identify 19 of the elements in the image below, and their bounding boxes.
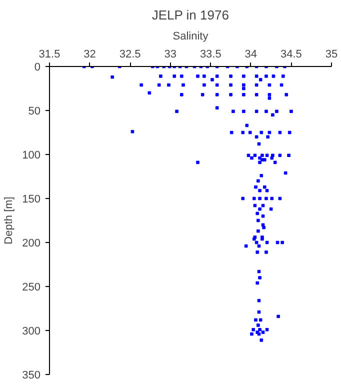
y-tick-label: 300 [22, 326, 41, 338]
y-tick-label: 200 [22, 238, 41, 250]
x-tick-label: 32 [84, 48, 96, 60]
y-tick-label: 50 [28, 106, 41, 118]
y-tick-label: 0 [34, 62, 41, 74]
x-tick-label: 33.5 [200, 48, 222, 60]
y-tick-label: 250 [22, 282, 41, 294]
y-tick-label: 150 [22, 194, 41, 206]
y-tick-label: 100 [22, 150, 41, 162]
y-axis-title: Depth [m] [3, 196, 16, 244]
x-tick-label: 31.5 [38, 48, 60, 60]
y-tick-label: 350 [22, 370, 41, 382]
x-axis-title: Salinity [172, 30, 209, 42]
x-tick-label: 33 [164, 48, 176, 60]
chart-title: JELP in 1976 [152, 8, 229, 22]
x-tick-label: 34 [244, 48, 258, 60]
x-tick-label: 35 [325, 48, 338, 60]
x-tick-label: 32.5 [119, 48, 141, 60]
x-tick-label: 34.5 [280, 48, 302, 60]
